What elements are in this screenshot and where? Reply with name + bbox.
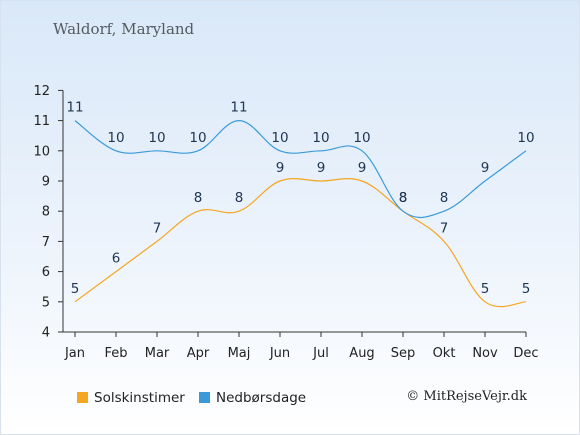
x-tick-label: Jun	[269, 346, 290, 361]
legend-item-sunshine: Solskinstimer	[77, 390, 185, 406]
series-line-sunshine	[74, 178, 527, 308]
data-label-rain: 10	[312, 130, 329, 146]
y-tick-label: 5	[42, 295, 50, 310]
chart-title: Waldorf, Maryland	[53, 20, 195, 38]
x-tick-label: Dec	[513, 346, 538, 361]
data-label-rain: 8	[399, 190, 408, 206]
y-tick-label: 8	[42, 205, 50, 220]
data-label-rain: 10	[189, 130, 206, 146]
data-label-sunshine: 9	[358, 160, 367, 176]
data-label-rain: 11	[230, 100, 247, 116]
y-tick-label: 4	[42, 326, 50, 341]
data-label-sunshine: 9	[276, 160, 285, 176]
data-label-rain: 10	[148, 130, 165, 146]
y-tick-label: 6	[42, 265, 50, 280]
data-label-rain: 10	[517, 130, 534, 146]
data-label-rain: 10	[353, 130, 370, 146]
x-tick-label: Jan	[64, 346, 85, 361]
legend-swatch-sunshine	[77, 392, 88, 403]
y-tick-label: 10	[33, 144, 50, 159]
y-tick-label: 12	[33, 84, 50, 99]
x-tick-label: Apr	[187, 346, 210, 361]
credit-text: © MitRejseVejr.dk	[406, 389, 527, 404]
legend-label-rain: Nedbørsdage	[216, 390, 307, 406]
y-tick-label: 7	[42, 235, 50, 250]
data-label-rain: 9	[481, 160, 490, 176]
x-tick-label: Okt	[433, 346, 456, 361]
legend-item-rain: Nedbørsdage	[199, 390, 306, 406]
data-label-sunshine: 9	[317, 160, 326, 176]
x-tick-label: Nov	[472, 346, 498, 361]
series-line-rain	[74, 119, 527, 219]
data-label-sunshine: 8	[399, 190, 408, 206]
data-label-rain: 11	[66, 100, 83, 116]
chart-series-lines	[74, 119, 527, 308]
data-label-sunshine: 8	[194, 190, 203, 206]
y-tick-label: 11	[33, 114, 50, 129]
x-tick-label: Sep	[391, 346, 416, 361]
data-label-sunshine: 7	[153, 220, 162, 236]
data-label-sunshine: 5	[71, 281, 80, 297]
x-tick-label: Feb	[104, 346, 127, 361]
y-tick-label: 9	[42, 175, 50, 190]
data-label-rain: 8	[440, 190, 449, 206]
data-label-sunshine: 6	[112, 251, 121, 267]
legend-swatch-rain	[199, 392, 210, 403]
chart-axes: 4 5 6 7 8 9 10 11 12 Jan Feb Mar Apr Maj Jun Jul Aug Sep O…	[33, 84, 538, 361]
x-tick-label: Aug	[349, 346, 374, 361]
x-tick-label: Jul	[312, 346, 329, 361]
x-tick-label: Mar	[145, 346, 170, 361]
legend-label-sunshine: Solskinstimer	[94, 390, 185, 406]
data-label-sunshine: 5	[522, 281, 531, 297]
x-tick-label: Maj	[228, 346, 251, 361]
data-label-rain: 10	[271, 130, 288, 146]
data-label-rain: 10	[107, 130, 124, 146]
data-label-sunshine: 7	[440, 220, 449, 236]
data-label-sunshine: 5	[481, 281, 490, 297]
data-label-sunshine: 8	[235, 190, 244, 206]
